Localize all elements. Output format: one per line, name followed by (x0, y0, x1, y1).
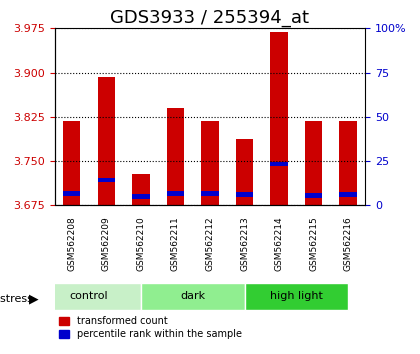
Bar (305, 121, 322, 205)
Text: GSM562213: GSM562213 (240, 216, 249, 270)
Text: ▶: ▶ (29, 293, 39, 306)
Bar (339, 121, 357, 205)
Bar (201, 191, 219, 196)
Text: GSM562211: GSM562211 (171, 216, 180, 270)
Text: control: control (70, 291, 108, 301)
Text: GSM562210: GSM562210 (136, 216, 145, 270)
Bar (270, 33, 288, 205)
Bar (167, 108, 184, 205)
Bar (305, 193, 322, 198)
Text: stress: stress (0, 294, 37, 304)
Bar (270, 162, 288, 166)
Text: GSM562214: GSM562214 (275, 216, 284, 270)
Text: GSM562212: GSM562212 (205, 216, 215, 270)
Legend: transformed count, percentile rank within the sample: transformed count, percentile rank withi… (60, 316, 242, 339)
Text: GSM562216: GSM562216 (344, 216, 353, 270)
Text: high light: high light (270, 291, 323, 301)
FancyBboxPatch shape (141, 283, 244, 310)
Bar (167, 191, 184, 196)
Bar (63, 121, 81, 205)
Text: GSM562215: GSM562215 (309, 216, 318, 270)
Bar (236, 192, 253, 197)
FancyBboxPatch shape (37, 283, 141, 310)
Bar (98, 178, 115, 182)
Text: GSM562208: GSM562208 (67, 216, 76, 270)
Text: dark: dark (180, 291, 205, 301)
Bar (201, 121, 219, 205)
FancyBboxPatch shape (244, 283, 348, 310)
Bar (63, 191, 81, 196)
Bar (98, 77, 115, 205)
Bar (132, 194, 150, 199)
Bar (236, 139, 253, 205)
Bar (132, 174, 150, 205)
Bar (339, 192, 357, 197)
Title: GDS3933 / 255394_at: GDS3933 / 255394_at (110, 9, 310, 27)
Text: GSM562209: GSM562209 (102, 216, 111, 270)
